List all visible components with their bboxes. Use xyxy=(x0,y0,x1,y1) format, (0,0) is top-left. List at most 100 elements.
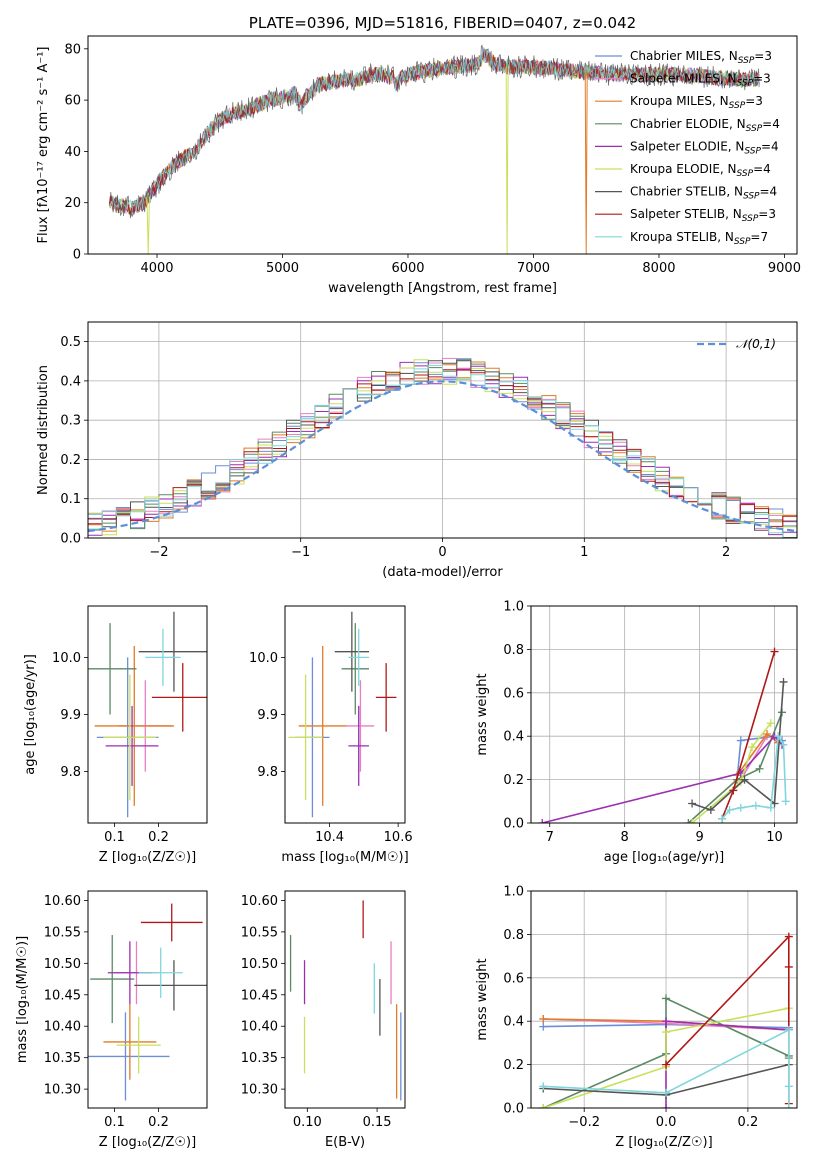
y-tick-label: 10.40 xyxy=(241,1020,278,1035)
age-vs-mass-axes: 10.4 10.6 9.8 9.9 10.0 mass [log₁₀(M/M☉)] xyxy=(249,651,413,865)
weight-point xyxy=(662,1104,671,1108)
weight-point xyxy=(736,736,745,745)
weight-point xyxy=(662,1088,671,1097)
x-tick-label: 2 xyxy=(722,545,730,560)
x-tick-label: 0.2 xyxy=(738,1115,759,1130)
x-axis-label: (data-model)/error xyxy=(382,565,503,580)
spectrum-frame xyxy=(87,35,798,255)
y-tick-label: 0.5 xyxy=(60,335,81,350)
y-tick-label: 10.0 xyxy=(52,651,81,666)
weight-point xyxy=(684,819,693,823)
mass-vs-ebv-plot-area xyxy=(289,900,402,1101)
errorbar-chabrier-stelib xyxy=(334,611,369,692)
errorbar-salpeter-stelib xyxy=(375,663,397,732)
weight-point xyxy=(781,797,790,806)
spectrum-line-kroupa-stelib xyxy=(108,47,760,212)
y-tick-label: 0.2 xyxy=(503,773,524,788)
x-tick-label: 8 xyxy=(621,830,629,845)
y-axis-label: Flux [fλ10⁻¹⁷ erg cm⁻² s⁻¹ A⁻¹] xyxy=(36,47,51,244)
errorbar-chabrier-elodie xyxy=(88,623,137,715)
x-axis-label: Z [log₁₀(Z/Z☉)] xyxy=(99,1135,196,1150)
residuals-plot-area xyxy=(88,357,797,538)
errorbar-kroupa-stelib xyxy=(145,628,181,686)
errorbar-salpeter-stelib xyxy=(151,663,207,732)
mass-vs-Z-frame xyxy=(87,890,208,1109)
y-tick-label: 10.50 xyxy=(44,957,81,972)
errorbar-chabrier-elodie xyxy=(341,623,369,715)
y-tick-label: 9.9 xyxy=(257,708,278,723)
weight-point xyxy=(779,677,788,686)
spectrum-legend: Chabrier MILES, NSSP=3 Salpeter MILES, NS… xyxy=(595,49,780,247)
chart-title: PLATE=0396, MJD=51816, FIBERID=0407, z=0… xyxy=(249,14,636,32)
x-tick-label: 10.6 xyxy=(384,830,413,845)
x-tick-label: 10.4 xyxy=(315,830,344,845)
y-tick-label: 0.0 xyxy=(503,817,524,832)
x-axis-label: wavelength [Angstrom, rest frame] xyxy=(328,281,557,296)
y-tick-label: 0.2 xyxy=(60,453,81,468)
y-tick-label: 10.50 xyxy=(241,957,278,972)
x-tick-label: 0.2 xyxy=(148,830,169,845)
y-tick-label: 0.3 xyxy=(60,414,81,429)
y-tick-label: 10.45 xyxy=(241,988,278,1003)
weight-point xyxy=(725,805,734,814)
y-axis-label: mass [log₁₀(M/M☉)] xyxy=(15,936,30,1063)
errorbar-chabrier-miles xyxy=(88,1012,170,1101)
errorbar-chabrier-stelib xyxy=(138,611,207,692)
weight-point xyxy=(751,801,760,810)
x-axis-label: age [log₁₀(age/yr)] xyxy=(604,850,725,865)
x-tick-label: 0.0 xyxy=(656,1115,677,1130)
weight-point xyxy=(539,1082,548,1091)
weight-point xyxy=(784,1104,793,1108)
x-tick-label: 9 xyxy=(695,830,703,845)
x-tick-label: 5000 xyxy=(266,261,299,276)
x-axis-label: Z [log₁₀(Z/Z☉)] xyxy=(615,1135,712,1150)
weight-point xyxy=(729,786,738,795)
weight-point xyxy=(770,647,779,656)
weight-point xyxy=(766,719,775,728)
x-tick-label: −2 xyxy=(149,545,168,560)
x-tick-label: 7000 xyxy=(517,261,550,276)
errorbar-salpeter-stelib xyxy=(140,903,203,942)
weight-point xyxy=(784,962,793,971)
weight-vs-Z-plot-area xyxy=(539,932,793,1108)
weight-point xyxy=(706,805,715,814)
legend-entry: 𝒩(0,1) xyxy=(736,337,776,351)
weight-point xyxy=(718,814,727,823)
weight-vs-Z-axes: −0.2 0.0 0.2 0.0 0.2 0.4 0.6 0.8 1.0 Z [log₁₀(Z/Z… xyxy=(475,885,797,1150)
mass-vs-Z-axes: 0.1 0.2 10.30 10.35 10.40 10.45 10.50 10.55 10.6… xyxy=(15,894,196,1150)
x-tick-label: −0.2 xyxy=(568,1115,600,1130)
normal-reference-curve xyxy=(88,380,795,533)
y-axis-label: age [log₁₀(age/yr)] xyxy=(23,654,38,775)
errorbar-kroupa-stelib xyxy=(138,947,183,998)
y-tick-label: 1.0 xyxy=(503,885,524,900)
y-tick-label: 1.0 xyxy=(503,600,524,615)
x-tick-label: 10 xyxy=(766,830,783,845)
spectrum-dip xyxy=(505,66,509,254)
weight-point xyxy=(774,732,783,741)
weight-point xyxy=(755,764,764,773)
y-tick-label: 60 xyxy=(64,94,81,109)
x-tick-label: 9000 xyxy=(768,261,801,276)
y-tick-label: 0.4 xyxy=(503,1015,524,1030)
y-tick-label: 10.0 xyxy=(249,651,278,666)
y-tick-label: 9.9 xyxy=(60,708,81,723)
x-tick-label: 0.15 xyxy=(363,1115,392,1130)
weight-point xyxy=(779,740,788,749)
x-tick-label: 0 xyxy=(438,545,446,560)
y-axis-label: Normed distribution xyxy=(36,365,51,495)
x-tick-label: −1 xyxy=(291,545,310,560)
errorbar-kroupa-stelib xyxy=(348,628,369,686)
weight-point xyxy=(688,819,697,823)
legend-entry: Salpeter STELIB, NSSP=3 xyxy=(630,207,776,224)
weight-point xyxy=(662,1028,671,1037)
y-tick-label: 10.60 xyxy=(241,894,278,909)
errorbar-kroupa-miles xyxy=(94,645,174,806)
x-tick-label: 0.1 xyxy=(104,830,125,845)
y-tick-label: 10.40 xyxy=(44,1020,81,1035)
age-vs-mass-plot-area xyxy=(288,611,397,818)
weight-point xyxy=(784,1025,793,1034)
mass-vs-Z-plot-area xyxy=(88,903,207,1101)
y-tick-label: 0.8 xyxy=(503,928,524,943)
errorbar-kroupa-miles xyxy=(298,645,347,806)
